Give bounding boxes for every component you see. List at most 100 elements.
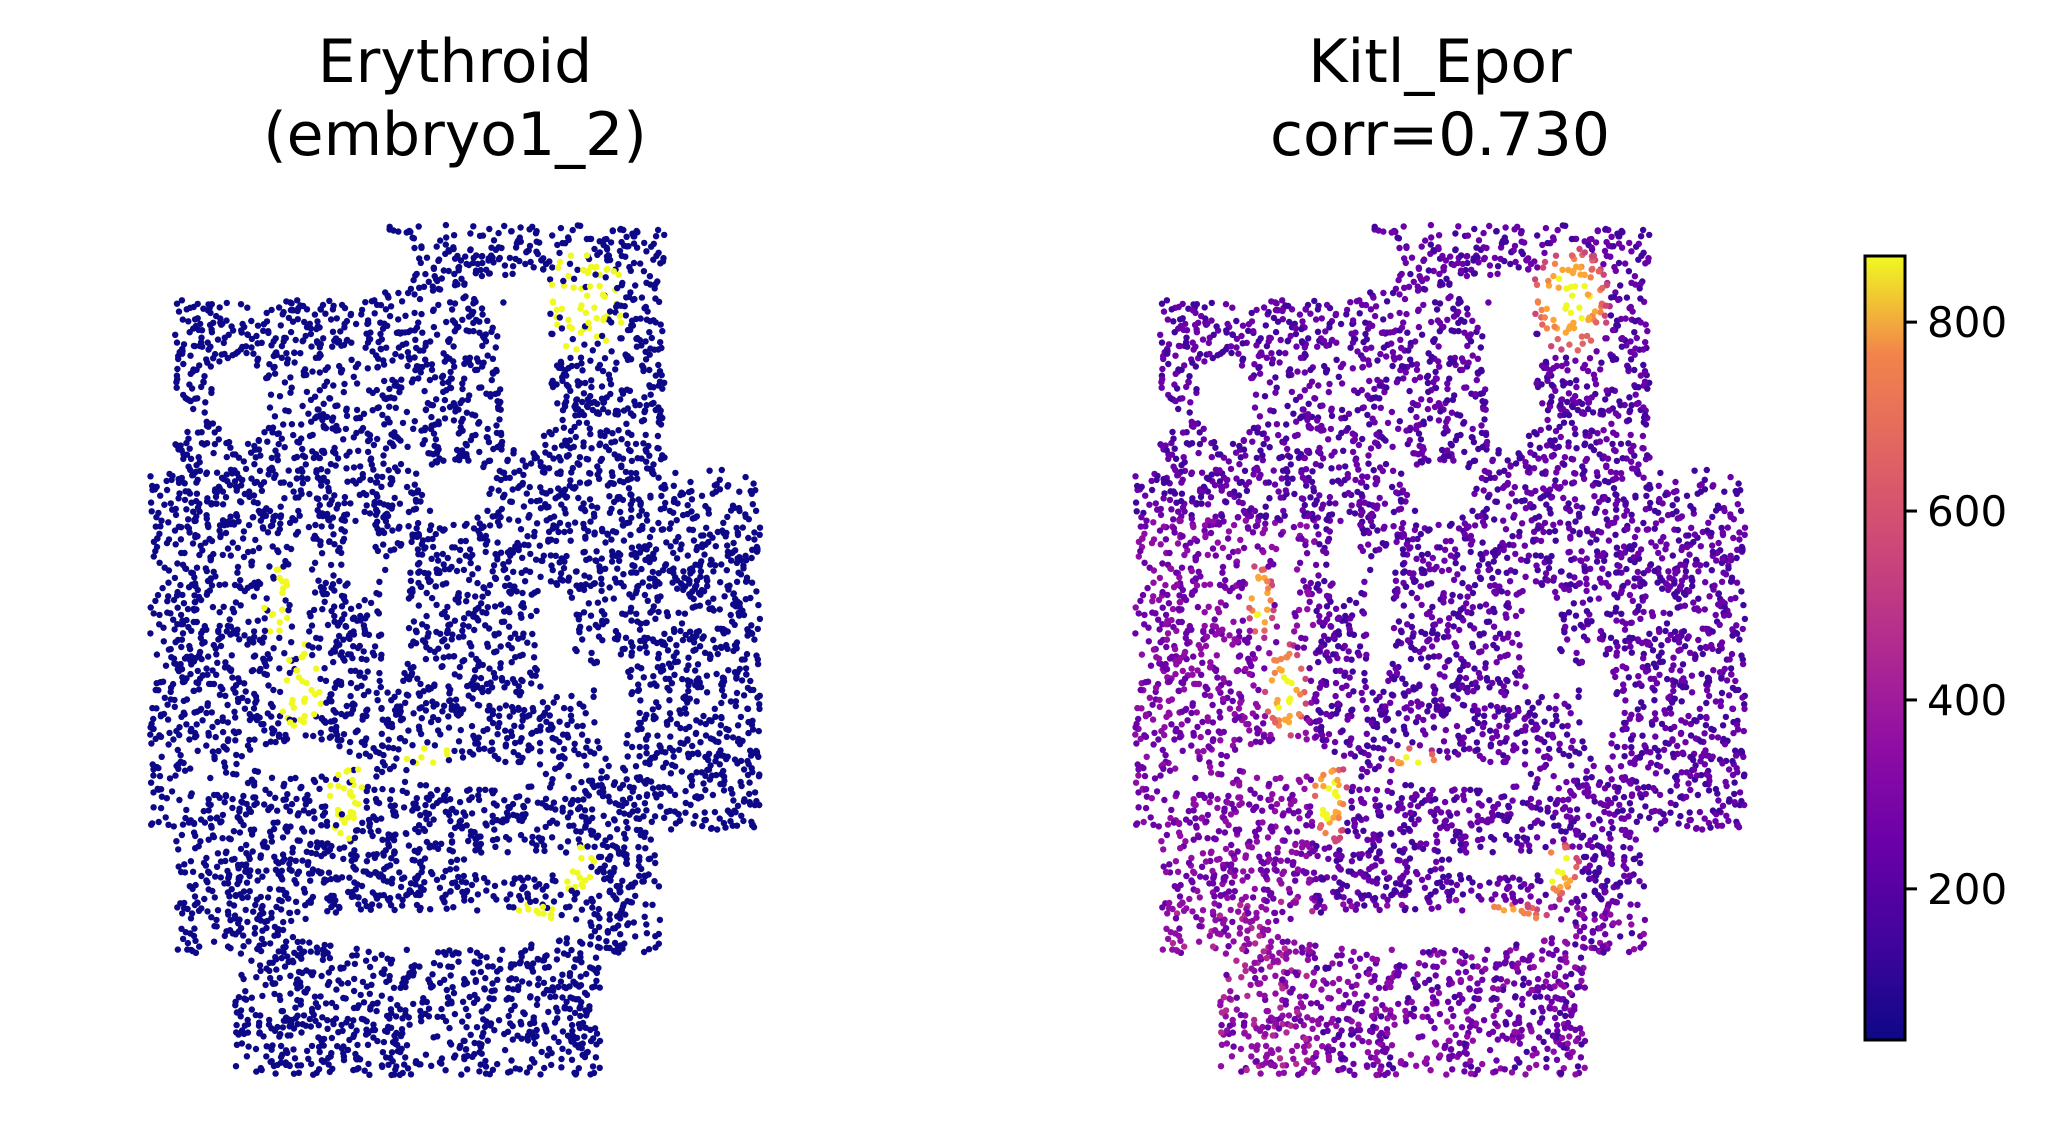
cell-point [586, 496, 594, 503]
cell-point [643, 807, 650, 814]
cell-point [302, 989, 309, 996]
cell-point [647, 383, 654, 391]
cell-point [230, 828, 238, 835]
cell-point [618, 516, 625, 523]
cell-point [260, 655, 267, 662]
cell-point [754, 547, 761, 554]
cell-point [457, 424, 464, 431]
cell-point [474, 701, 481, 709]
cell-point [322, 776, 330, 783]
cell-point [421, 855, 429, 862]
cell-point [661, 231, 668, 239]
cell-point [338, 980, 345, 987]
cell-point [591, 245, 598, 253]
cell-point [682, 710, 690, 717]
cell-point [428, 1062, 435, 1070]
cell-point [335, 782, 342, 790]
cell-point [154, 591, 162, 599]
cell-point [534, 995, 541, 1003]
cell-point [618, 436, 625, 443]
cell-point [339, 538, 347, 545]
cell-point [389, 502, 396, 509]
cell-point [183, 306, 190, 313]
cell-point [422, 270, 429, 278]
cell-point [366, 510, 374, 517]
cell-point [569, 1027, 576, 1035]
cell-point [655, 608, 662, 616]
cell-point [335, 771, 342, 779]
cell-point [722, 824, 729, 831]
cell-point [237, 845, 245, 853]
cell-point [404, 660, 411, 668]
cell-point [509, 1036, 516, 1043]
cell-point [446, 690, 453, 697]
cell-point [565, 772, 572, 780]
cell-point [596, 467, 603, 474]
cell-point [181, 899, 188, 907]
cell-point [285, 607, 292, 614]
cell-point [364, 1041, 372, 1049]
cell-point [278, 954, 285, 962]
cell-point [518, 723, 525, 730]
cell-point [665, 785, 672, 792]
cell-point [431, 682, 438, 690]
cell-point [402, 1007, 409, 1014]
cell-point [631, 562, 638, 570]
cell-point [194, 300, 201, 308]
cell-point [488, 376, 495, 384]
cell-point [365, 851, 372, 859]
cell-point [628, 544, 636, 551]
cell-point [723, 733, 731, 741]
cell-point [730, 539, 737, 547]
cell-point [263, 595, 270, 602]
cell-point [298, 421, 305, 428]
cell-point [308, 828, 316, 835]
cell-point [447, 368, 454, 376]
cell-point [302, 915, 309, 923]
cell-point [373, 851, 380, 858]
cell-point [574, 222, 581, 229]
cell-point [661, 814, 668, 821]
cell-point [440, 561, 447, 568]
cell-point [352, 667, 359, 674]
cell-point [462, 253, 469, 260]
cell-point [326, 1068, 333, 1076]
cell-point [429, 971, 436, 978]
cell-point [590, 510, 598, 517]
cell-point [350, 814, 357, 822]
cell-point [317, 729, 324, 736]
cell-point [578, 731, 586, 738]
cell-point [251, 924, 259, 932]
cell-point [595, 853, 603, 861]
cell-point [248, 994, 255, 1001]
cell-point [681, 705, 689, 712]
cell-point [147, 630, 154, 637]
cell-point [578, 302, 585, 309]
cell-point [419, 329, 426, 336]
cell-point [569, 335, 576, 343]
cell-point [548, 1061, 555, 1069]
cell-point [399, 419, 407, 427]
cell-point [276, 634, 283, 641]
cell-point [266, 1016, 273, 1024]
cell-point [641, 407, 649, 414]
cell-point [163, 486, 171, 494]
cell-point [630, 919, 637, 926]
cell-point [260, 720, 267, 728]
cell-point [415, 602, 422, 609]
cell-point [327, 561, 335, 569]
cell-point [175, 355, 182, 363]
cell-point [226, 616, 233, 623]
cell-point [153, 483, 160, 490]
cell-point [707, 653, 714, 660]
cell-point [252, 1011, 259, 1019]
cell-point [276, 974, 283, 982]
cell-point [438, 1005, 445, 1013]
cell-point [149, 704, 156, 712]
cell-point [583, 762, 590, 769]
cell-point [700, 633, 707, 640]
cell-point [228, 886, 235, 893]
cell-point [391, 494, 398, 502]
cell-point [302, 461, 309, 468]
cell-point [517, 526, 525, 533]
